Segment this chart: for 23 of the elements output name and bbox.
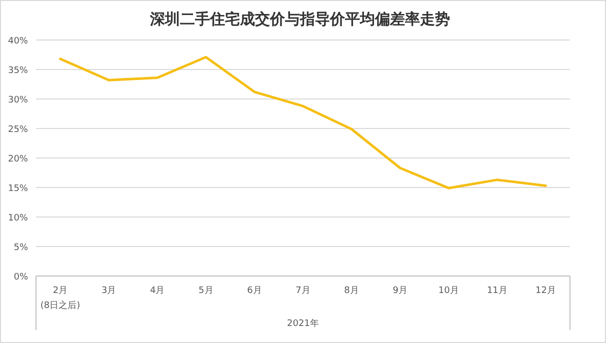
y-tick-label: 25% (8, 125, 28, 135)
y-tick-label: 30% (8, 96, 28, 106)
x-tick-label: 2月 (8日之后) (40, 286, 80, 311)
y-tick-label: 35% (8, 66, 28, 76)
y-tick-label: 10% (8, 214, 28, 224)
x-tick-label: 11月 (486, 286, 508, 296)
y-tick-label: 40% (8, 36, 28, 46)
x-tick-label: 4月 (150, 286, 165, 296)
x-tick-label: 6月 (247, 286, 262, 296)
chart-title: 深圳二手住宅成交价与指导价平均偏差率走势 (149, 10, 450, 28)
x-tick-label: 9月 (392, 286, 408, 296)
x-tick-label: 5月 (198, 286, 214, 296)
x-axis-title: 2021年 (287, 318, 319, 329)
y-tick-label: 15% (8, 184, 28, 194)
x-tick-label: 3月 (101, 286, 116, 296)
x-tick-label: 7月 (296, 286, 310, 296)
line-series (59, 56, 547, 190)
x-tick-label: 12月 (536, 286, 556, 296)
y-tick-label: 0% (14, 272, 28, 282)
y-tick-label: 5% (14, 243, 28, 253)
x-tick-label: 10月 (438, 286, 459, 296)
y-tick-label: 20% (8, 154, 28, 164)
x-tick-label: 8月 (344, 286, 359, 296)
